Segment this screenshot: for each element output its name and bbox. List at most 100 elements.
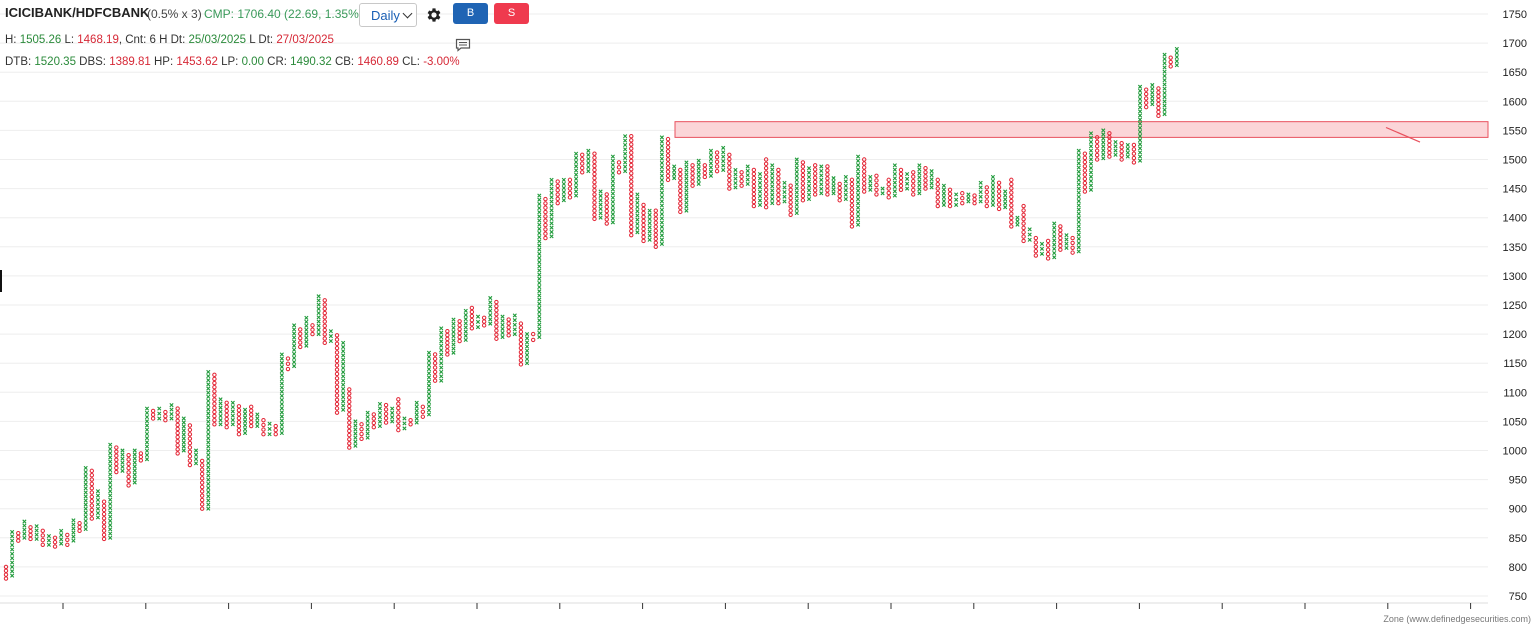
x-column: [341, 340, 346, 412]
x-box: [10, 534, 15, 539]
x-box: [561, 198, 566, 203]
x-box: [1076, 224, 1081, 229]
o-box: [199, 458, 205, 464]
o-box: [825, 172, 830, 177]
comment-icon[interactable]: [455, 38, 471, 57]
o-box: [89, 499, 95, 504]
o-box: [543, 235, 548, 241]
o-box: [763, 192, 769, 197]
o-box: [371, 412, 376, 417]
o-box: [359, 436, 364, 442]
x-box: [696, 170, 701, 175]
o-box: [751, 167, 757, 173]
o-column: [77, 521, 82, 534]
x-box: [34, 524, 39, 529]
x-box: [120, 448, 125, 453]
o-box: [960, 196, 965, 201]
x-box: [230, 417, 235, 423]
o-box: [898, 167, 904, 173]
o-box: [187, 449, 193, 455]
x-box: [1003, 193, 1008, 198]
stat-segment: 0.00: [241, 56, 264, 68]
stat-segment: H:: [5, 34, 20, 46]
o-box: [763, 157, 769, 162]
o-column: [788, 183, 793, 217]
x-box: [978, 190, 983, 195]
x-box: [635, 204, 640, 210]
o-column: [530, 331, 536, 343]
x-box: [1137, 142, 1143, 147]
x-box: [206, 373, 211, 379]
o-box: [396, 419, 401, 424]
x-column: [855, 154, 861, 227]
o-box: [837, 198, 842, 203]
o-box: [432, 352, 438, 357]
o-box: [187, 432, 193, 437]
x-box: [488, 312, 493, 318]
o-box: [629, 232, 634, 238]
o-box: [604, 213, 609, 218]
o-box: [1119, 153, 1124, 158]
o-box: [555, 192, 560, 197]
x-box: [561, 194, 566, 199]
x-box: [426, 408, 432, 413]
x-box: [377, 410, 383, 415]
source-credit: Zone (www.definedgesecurities.com): [1383, 614, 1531, 624]
x-box: [414, 412, 419, 417]
x-box: [120, 452, 125, 457]
x-box: [59, 541, 64, 546]
o-box: [690, 179, 695, 184]
sell-button[interactable]: S: [494, 3, 529, 24]
o-box: [114, 461, 119, 467]
o-box: [469, 317, 475, 323]
o-box: [273, 423, 278, 429]
o-box: [874, 182, 879, 188]
o-column: [702, 163, 708, 180]
o-box: [580, 165, 585, 171]
x-box: [537, 314, 542, 319]
x-box: [1174, 46, 1179, 52]
x-column: [880, 186, 885, 196]
x-box: [855, 171, 861, 176]
x-box: [696, 177, 701, 183]
o-box: [114, 465, 119, 471]
o-box: [322, 327, 327, 333]
x-box: [954, 197, 959, 202]
y-tick-label: 1050: [1503, 416, 1527, 428]
x-box: [292, 331, 297, 336]
o-box: [1094, 135, 1100, 140]
o-column: [506, 317, 511, 338]
x-box: [512, 332, 517, 337]
timeframe-select[interactable]: Daily: [359, 3, 417, 27]
o-box: [629, 138, 634, 143]
x-box: [1162, 78, 1167, 83]
o-box: [89, 503, 95, 508]
o-box: [1094, 139, 1100, 145]
x-box: [831, 191, 836, 196]
x-box: [659, 135, 664, 140]
x-box: [206, 432, 211, 437]
o-box: [629, 204, 634, 209]
x-box: [659, 211, 664, 217]
x-box: [390, 410, 395, 415]
x-box: [684, 176, 689, 181]
gear-icon[interactable]: [425, 6, 443, 29]
x-box: [108, 523, 113, 528]
x-box: [120, 456, 125, 461]
o-box: [249, 412, 254, 417]
o-box: [923, 174, 928, 179]
o-box: [923, 170, 928, 175]
o-box: [40, 528, 45, 534]
x-box: [1113, 144, 1118, 149]
o-box: [101, 511, 107, 517]
x-box: [647, 212, 652, 217]
x-column: [488, 295, 493, 326]
buy-button[interactable]: B: [453, 3, 488, 24]
x-box: [206, 444, 211, 449]
o-box: [629, 175, 634, 180]
x-box: [537, 222, 542, 227]
o-box: [1156, 90, 1161, 95]
x-box: [855, 218, 861, 223]
o-box: [1131, 160, 1137, 165]
x-box: [365, 427, 370, 432]
